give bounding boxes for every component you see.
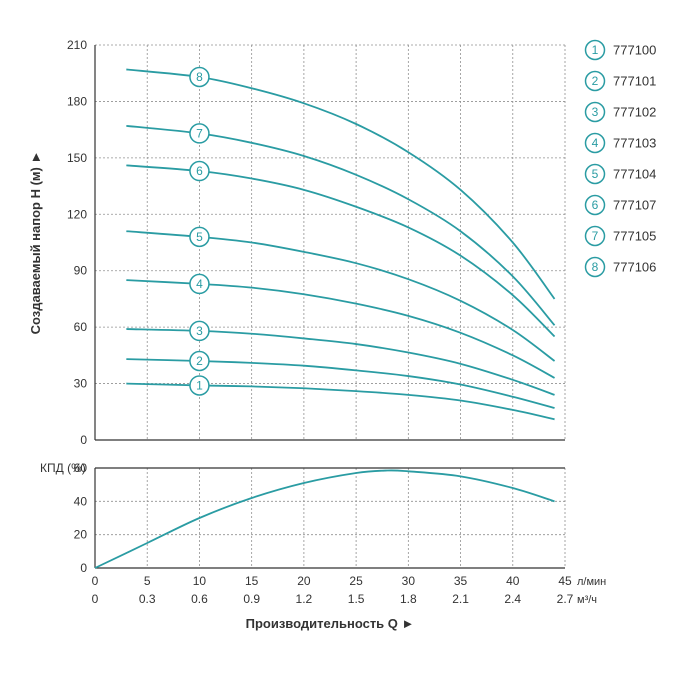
x-tick-m3h: 0 xyxy=(92,592,99,606)
curve-marker-label: 4 xyxy=(196,277,203,291)
legend-marker-num: 1 xyxy=(592,43,599,57)
legend-marker-num: 7 xyxy=(592,229,599,243)
x-tick-m3h: 1.8 xyxy=(400,592,417,606)
curve-marker-label: 3 xyxy=(196,324,203,338)
legend-model: 777104 xyxy=(613,167,656,182)
efficiency-curve xyxy=(95,470,555,568)
legend: 1 777100 2 777101 3 777102 4 777103 5 777104 6 7771… xyxy=(586,41,657,277)
x-tick-lmin: 5 xyxy=(144,574,151,588)
x-tick-lmin: 25 xyxy=(349,574,363,588)
y-tick-label: 30 xyxy=(74,377,88,391)
head-chart: 0 30 60 90 120 150 180 210 1 2 3 4 5 6 7 8 Создаваемый н… xyxy=(28,38,565,447)
x-tick-lmin: 20 xyxy=(297,574,311,588)
x-unit-lmin: л/мин xyxy=(577,576,606,588)
y-tick-label: 180 xyxy=(67,94,87,108)
x-unit-m3h: м³/ч xyxy=(577,594,597,606)
x-axis: 0 5 10 15 20 25 30 35 40 45 0 0.3 0.6 0.9 1.2 1.5 1.8 2.1… xyxy=(92,574,607,631)
x-tick-m3h: 0.3 xyxy=(139,592,156,606)
y-tick-label: 150 xyxy=(67,151,87,165)
x-tick-lmin: 40 xyxy=(506,574,520,588)
x-tick-m3h: 0.6 xyxy=(191,592,208,606)
eff-y-tick: 20 xyxy=(74,528,88,542)
x-tick-m3h: 0.9 xyxy=(243,592,260,606)
y-axis-label-head: Создаваемый напор H (м) ► xyxy=(28,151,43,335)
curve-marker-label: 1 xyxy=(196,379,203,393)
legend-model: 777103 xyxy=(613,136,656,151)
legend-model: 777105 xyxy=(613,229,656,244)
y-tick-label: 120 xyxy=(67,207,87,221)
legend-model: 777101 xyxy=(613,74,656,89)
eff-y-tick: 40 xyxy=(74,494,88,508)
head-curve-8 xyxy=(126,69,554,298)
x-tick-m3h: 2.7 xyxy=(557,592,574,606)
curve-marker-label: 2 xyxy=(196,354,203,368)
curve-marker-label: 8 xyxy=(196,70,203,84)
legend-model: 777100 xyxy=(613,43,656,58)
y-tick-label: 90 xyxy=(74,264,88,278)
curve-marker-label: 6 xyxy=(196,164,203,178)
eff-y-tick: 0 xyxy=(80,561,87,575)
x-tick-lmin: 10 xyxy=(193,574,207,588)
pump-performance-chart: 030609012015018021012345678Создаваемый н… xyxy=(0,0,700,700)
x-tick-m3h: 2.1 xyxy=(452,592,469,606)
x-tick-lmin: 45 xyxy=(558,574,572,588)
x-tick-m3h: 1.5 xyxy=(348,592,365,606)
legend-marker-num: 3 xyxy=(592,105,599,119)
x-axis-label: Производительность Q ► xyxy=(246,616,415,631)
y-tick-label: 0 xyxy=(80,433,87,447)
legend-model: 777106 xyxy=(613,260,656,275)
x-tick-lmin: 0 xyxy=(92,574,99,588)
x-tick-m3h: 2.4 xyxy=(504,592,521,606)
legend-marker-num: 2 xyxy=(592,74,599,88)
legend-model: 777102 xyxy=(613,105,656,120)
legend-marker-num: 4 xyxy=(592,136,599,150)
efficiency-chart: 0204060КПД (%) xyxy=(40,461,565,575)
x-tick-m3h: 1.2 xyxy=(296,592,313,606)
legend-model: 777107 xyxy=(613,198,656,213)
y-axis-label-eff: КПД (%) xyxy=(40,461,86,475)
x-tick-lmin: 15 xyxy=(245,574,259,588)
legend-marker-num: 8 xyxy=(592,260,599,274)
legend-marker-num: 5 xyxy=(592,167,599,181)
y-tick-label: 210 xyxy=(67,38,87,52)
curve-marker-label: 5 xyxy=(196,230,203,244)
head-curve-6 xyxy=(126,165,554,336)
x-tick-lmin: 35 xyxy=(454,574,468,588)
x-tick-lmin: 30 xyxy=(402,574,416,588)
y-tick-label: 60 xyxy=(74,320,88,334)
legend-marker-num: 6 xyxy=(592,198,599,212)
head-curve-7 xyxy=(126,126,554,325)
curve-marker-label: 7 xyxy=(196,127,203,141)
